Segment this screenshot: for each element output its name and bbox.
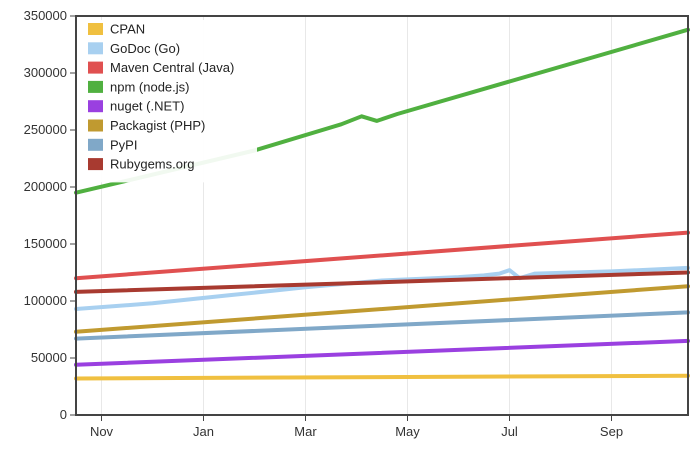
- x-tick-label: Jan: [193, 424, 214, 439]
- legend-label: npm (node.js): [110, 79, 189, 94]
- x-tick-label: Sep: [600, 424, 623, 439]
- legend-label: Rubygems.org: [110, 157, 195, 172]
- series-line-4: [74, 338, 690, 367]
- y-axis: 0 50000 100000 150000 200000 250000 300000 3500…: [24, 8, 76, 422]
- x-axis: Nov Jan Mar May Jul Sep: [90, 415, 623, 439]
- legend-label: Packagist (PHP): [110, 118, 205, 133]
- y-tick-label: 0: [60, 407, 67, 422]
- series-lines: [74, 27, 690, 381]
- legend-box: [82, 20, 257, 183]
- legend-swatch: [88, 100, 103, 113]
- y-tick-label: 350000: [24, 8, 67, 23]
- legend-label: PyPI: [110, 137, 137, 152]
- series-line-7: [74, 270, 690, 294]
- y-tick-label: 150000: [24, 236, 67, 251]
- x-tick-label: Nov: [90, 424, 114, 439]
- series-line-2: [74, 230, 690, 281]
- legend-swatch: [88, 61, 103, 74]
- series-line-6: [74, 310, 690, 341]
- x-tick-label: May: [395, 424, 420, 439]
- series-line-5: [74, 284, 690, 334]
- legend-label: nuget (.NET): [110, 99, 184, 114]
- y-tick-label: 250000: [24, 122, 67, 137]
- legend-label: CPAN: [110, 22, 145, 37]
- x-tick-label: Jul: [501, 424, 518, 439]
- x-tick-label: Mar: [294, 424, 317, 439]
- legend-label: GoDoc (Go): [110, 41, 180, 56]
- y-tick-label: 300000: [24, 65, 67, 80]
- legend-swatch: [88, 42, 103, 55]
- plot-frame: [75, 15, 689, 416]
- legend-swatch: [88, 158, 103, 171]
- series-line-1: [74, 265, 690, 311]
- y-tick-label: 50000: [31, 350, 67, 365]
- y-tick-label: 100000: [24, 293, 67, 308]
- series-line-0: [74, 373, 690, 381]
- legend-swatch: [88, 138, 103, 151]
- legend: CPAN GoDoc (Go) Maven Central (Java) npm (n…: [82, 20, 257, 183]
- legend-swatch: [88, 80, 103, 93]
- y-tick-label: 200000: [24, 179, 67, 194]
- legend-label: Maven Central (Java): [110, 60, 234, 75]
- legend-swatch: [88, 23, 103, 35]
- legend-swatch: [88, 119, 103, 132]
